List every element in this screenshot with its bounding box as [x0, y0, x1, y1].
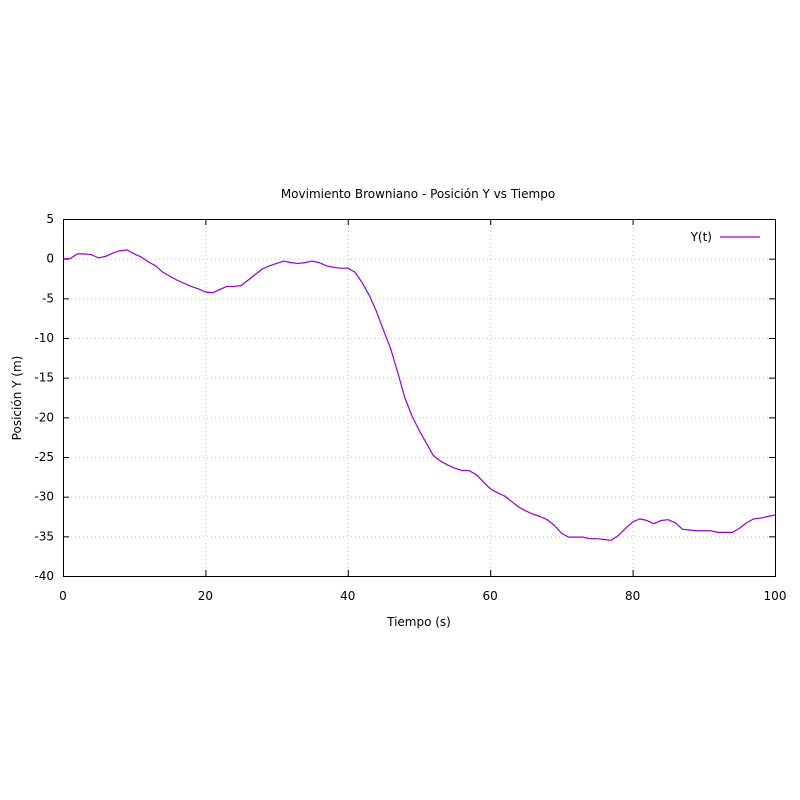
x-tick-label: 20	[198, 589, 213, 603]
y-tick-label: 5	[46, 212, 54, 226]
plot-frame	[63, 219, 776, 577]
y-axis-title: Posición Y (m)	[10, 356, 24, 441]
grid	[63, 219, 775, 576]
x-axis-title: Tiempo (s)	[386, 615, 451, 629]
y-tick-label: -20	[34, 410, 54, 424]
y-tick-label: 0	[46, 252, 54, 266]
y-tick-label: -10	[34, 331, 54, 345]
series-layer	[63, 249, 776, 541]
chart-title: Movimiento Browniano - Posición Y vs Tie…	[281, 187, 555, 201]
x-tick-label: 100	[764, 589, 787, 603]
x-tick-label: 0	[59, 589, 67, 603]
y-tick-label: -40	[34, 569, 54, 583]
legend-label: Y(t)	[690, 230, 712, 244]
y-tick-label: -5	[42, 291, 54, 305]
y-tick-label: -30	[34, 490, 54, 504]
y-tick-label: -35	[34, 529, 54, 543]
legend: Y(t)	[690, 230, 760, 244]
y-tick-label: -15	[34, 371, 54, 385]
y-tick-label: -25	[34, 450, 54, 464]
x-tick-label: 80	[625, 589, 640, 603]
series-line-y-t	[63, 249, 776, 541]
x-tick-label: 40	[340, 589, 355, 603]
x-axis: 0 20 40 60 80 100	[59, 219, 786, 603]
y-axis: 5 0 -5 -10 -15 -20 -25 -30 -35 -40	[34, 212, 775, 583]
x-tick-label: 60	[483, 589, 498, 603]
